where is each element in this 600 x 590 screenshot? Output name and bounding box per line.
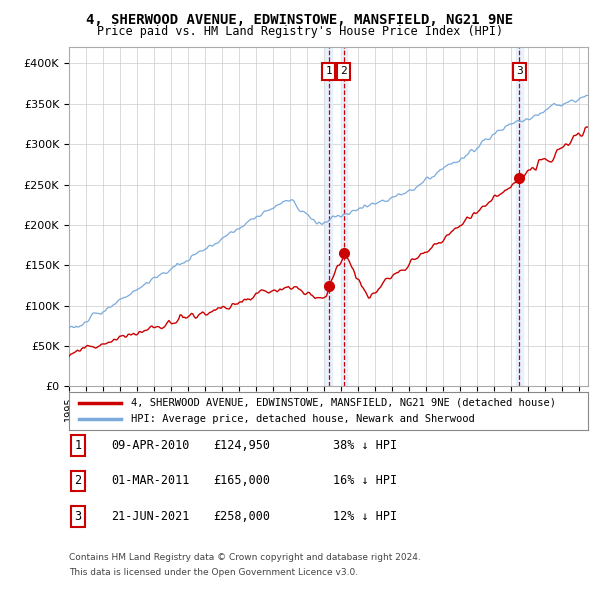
Text: 2: 2 xyxy=(341,67,347,77)
Text: 16% ↓ HPI: 16% ↓ HPI xyxy=(333,474,397,487)
Text: 3: 3 xyxy=(516,67,523,77)
Text: 1: 1 xyxy=(325,67,332,77)
Text: 4, SHERWOOD AVENUE, EDWINSTOWE, MANSFIELD, NG21 9NE (detached house): 4, SHERWOOD AVENUE, EDWINSTOWE, MANSFIEL… xyxy=(131,398,556,408)
Text: HPI: Average price, detached house, Newark and Sherwood: HPI: Average price, detached house, Newa… xyxy=(131,414,475,424)
Bar xyxy=(516,47,523,386)
Text: 1: 1 xyxy=(74,439,82,452)
Text: 12% ↓ HPI: 12% ↓ HPI xyxy=(333,510,397,523)
Text: £165,000: £165,000 xyxy=(213,474,270,487)
Bar xyxy=(341,47,347,386)
Text: 3: 3 xyxy=(74,510,82,523)
Text: 01-MAR-2011: 01-MAR-2011 xyxy=(111,474,190,487)
Text: 09-APR-2010: 09-APR-2010 xyxy=(111,439,190,452)
Text: 2: 2 xyxy=(74,474,82,487)
Text: This data is licensed under the Open Government Licence v3.0.: This data is licensed under the Open Gov… xyxy=(69,568,358,577)
Text: Contains HM Land Registry data © Crown copyright and database right 2024.: Contains HM Land Registry data © Crown c… xyxy=(69,553,421,562)
Text: 38% ↓ HPI: 38% ↓ HPI xyxy=(333,439,397,452)
Text: 4, SHERWOOD AVENUE, EDWINSTOWE, MANSFIELD, NG21 9NE: 4, SHERWOOD AVENUE, EDWINSTOWE, MANSFIEL… xyxy=(86,13,514,27)
Text: £124,950: £124,950 xyxy=(213,439,270,452)
Text: £258,000: £258,000 xyxy=(213,510,270,523)
Text: 21-JUN-2021: 21-JUN-2021 xyxy=(111,510,190,523)
Bar xyxy=(325,47,332,386)
Text: Price paid vs. HM Land Registry's House Price Index (HPI): Price paid vs. HM Land Registry's House … xyxy=(97,25,503,38)
